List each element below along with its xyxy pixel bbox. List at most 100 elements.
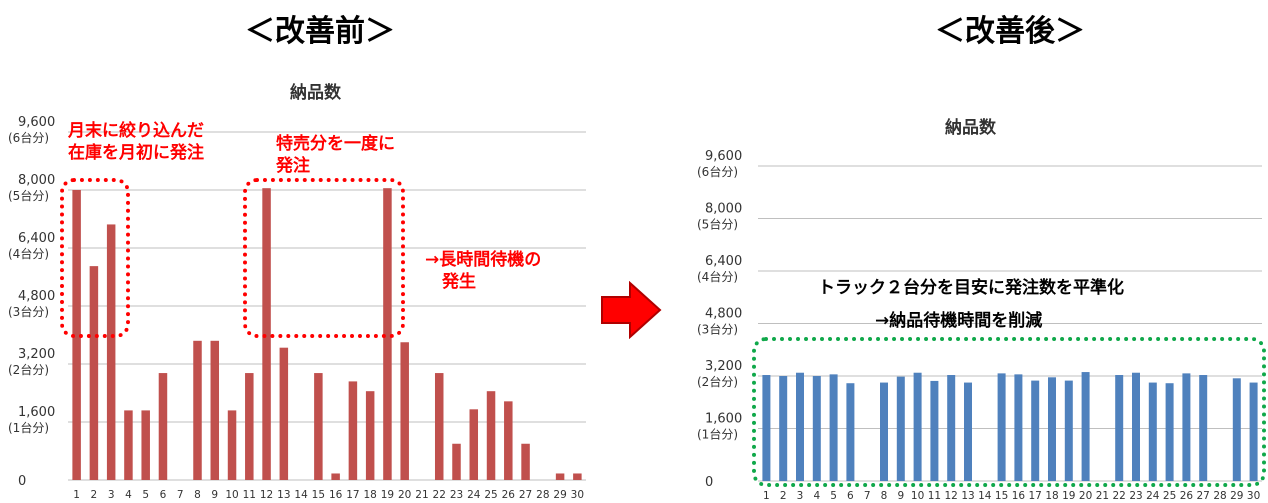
after-xtick-label: 24 — [1146, 490, 1160, 502]
after-xtick-label: 23 — [1129, 490, 1142, 502]
before-xtick-label: 10 — [225, 489, 238, 501]
before-ytick-label: 6,400 — [18, 231, 55, 246]
after-bar — [997, 373, 1006, 481]
annotation-month-end: 月末に絞り込んだ 在庫を月初に発注 — [68, 121, 204, 163]
after-xtick-label: 9 — [897, 490, 904, 502]
after-bar — [1031, 380, 1040, 481]
chart-title-before: 納品数 — [290, 83, 341, 103]
before-bar — [227, 410, 237, 480]
after-ytick-sub: (3台分) — [697, 322, 738, 337]
after-bar — [762, 375, 771, 481]
after-ytick-sub: (6台分) — [697, 164, 738, 179]
before-bar — [279, 347, 289, 480]
after-bar — [1148, 382, 1157, 481]
after-xtick-label: 15 — [995, 490, 1008, 502]
before-xtick-label: 27 — [519, 489, 532, 501]
before-bar — [469, 409, 479, 480]
after-ytick-label: 6,400 — [705, 254, 742, 269]
after-ytick-label: 0 — [705, 475, 713, 490]
after-xtick-label: 20 — [1079, 490, 1092, 502]
after-ytick-sub: (4台分) — [697, 269, 738, 284]
annotation-after-sub: →納品待機時間を削減 — [875, 311, 1043, 331]
before-xtick-label: 19 — [381, 489, 394, 501]
after-xtick-label: 14 — [978, 490, 992, 502]
after-xtick-label: 7 — [864, 490, 871, 502]
after-plot: 9,600(6台分) 8,000(5台分) 6,400(4台分) 4,800(3台分)… — [697, 149, 1262, 502]
after-xtick-label: 12 — [945, 490, 958, 502]
before-xtick-label: 20 — [398, 489, 411, 501]
before-xtick-label: 14 — [294, 489, 308, 501]
after-xtick-label: 10 — [911, 490, 924, 502]
before-xtick-label: 21 — [415, 489, 428, 501]
after-bar — [812, 376, 821, 481]
after-ytick-sub: (1台分) — [697, 427, 738, 442]
before-ytick-label: 4,800 — [18, 289, 55, 304]
highlight-box-leveled — [752, 337, 1266, 487]
before-xtick-label: 26 — [502, 489, 516, 501]
after-xtick-label: 13 — [961, 490, 974, 502]
annotation-after-main: トラック２台分を目安に発注数を平準化 — [818, 278, 1124, 298]
before-bar — [555, 473, 565, 480]
before-bar — [573, 473, 582, 480]
after-xtick-label: 3 — [797, 490, 804, 502]
before-bar — [504, 401, 513, 480]
right-arrow-icon — [601, 281, 662, 339]
before-xtick-label: 17 — [346, 489, 359, 501]
after-ytick-label: 9,600 — [705, 149, 742, 164]
before-bar — [210, 340, 220, 480]
chart-title-after: 納品数 — [945, 118, 996, 138]
after-xtick-label: 29 — [1230, 490, 1243, 502]
before-xtick-label: 3 — [108, 489, 115, 501]
before-ytick-sub: (2台分) — [8, 362, 49, 377]
after-bar — [829, 374, 838, 481]
after-xtick-label: 26 — [1180, 490, 1194, 502]
before-xtick-label: 7 — [177, 489, 184, 501]
before-xtick-label: 13 — [277, 489, 290, 501]
after-xtick-label: 5 — [830, 490, 837, 502]
after-bar — [1249, 382, 1258, 481]
before-xtick-label: 30 — [571, 489, 584, 501]
after-xtick-label: 27 — [1197, 490, 1210, 502]
after-xtick-label: 17 — [1029, 490, 1042, 502]
after-bar — [913, 372, 922, 481]
annotation-special-sale: 特売分を一度に 発注 — [276, 134, 395, 176]
after-xtick-label: 8 — [881, 490, 888, 502]
before-xtick-label: 9 — [211, 489, 218, 501]
before-xtick-label: 25 — [484, 489, 497, 501]
before-xtick-label: 16 — [329, 489, 343, 501]
after-xtick-label: 18 — [1045, 490, 1058, 502]
before-xtick-label: 15 — [312, 489, 325, 501]
after-xtick-label: 25 — [1163, 490, 1176, 502]
before-bar — [314, 373, 323, 480]
after-ytick-label: 4,800 — [705, 307, 742, 322]
before-bar — [158, 373, 168, 480]
after-xtick-label: 30 — [1247, 490, 1260, 502]
after-bar — [1048, 377, 1056, 481]
before-xtick-label: 11 — [243, 489, 256, 501]
after-bar — [947, 375, 956, 481]
after-bar — [930, 380, 939, 481]
before-xtick-label: 28 — [536, 489, 549, 501]
before-bar — [434, 373, 444, 480]
before-xtick-label: 23 — [450, 489, 463, 501]
before-ytick-sub: (4台分) — [8, 246, 49, 261]
before-ytick-label: 1,600 — [18, 405, 55, 420]
after-bar — [1132, 372, 1140, 481]
before-bar — [245, 373, 254, 480]
before-bar — [193, 340, 202, 480]
after-bar — [1199, 375, 1208, 481]
before-xtick-label: 4 — [125, 489, 132, 501]
after-xtick-label: 28 — [1213, 490, 1226, 502]
after-ytick-label: 8,000 — [705, 202, 742, 217]
before-xtick-label: 12 — [260, 489, 273, 501]
before-bar — [400, 342, 409, 480]
before-bar — [141, 410, 150, 480]
before-bar — [452, 443, 461, 480]
after-bar — [1165, 383, 1174, 481]
after-xtick-label: 2 — [780, 490, 787, 502]
after-ytick-label: 1,600 — [705, 412, 742, 427]
after-bar — [880, 382, 888, 481]
before-xtick-label: 5 — [142, 489, 149, 501]
after-xtick-label: 11 — [928, 490, 941, 502]
after-bar — [1115, 375, 1124, 481]
